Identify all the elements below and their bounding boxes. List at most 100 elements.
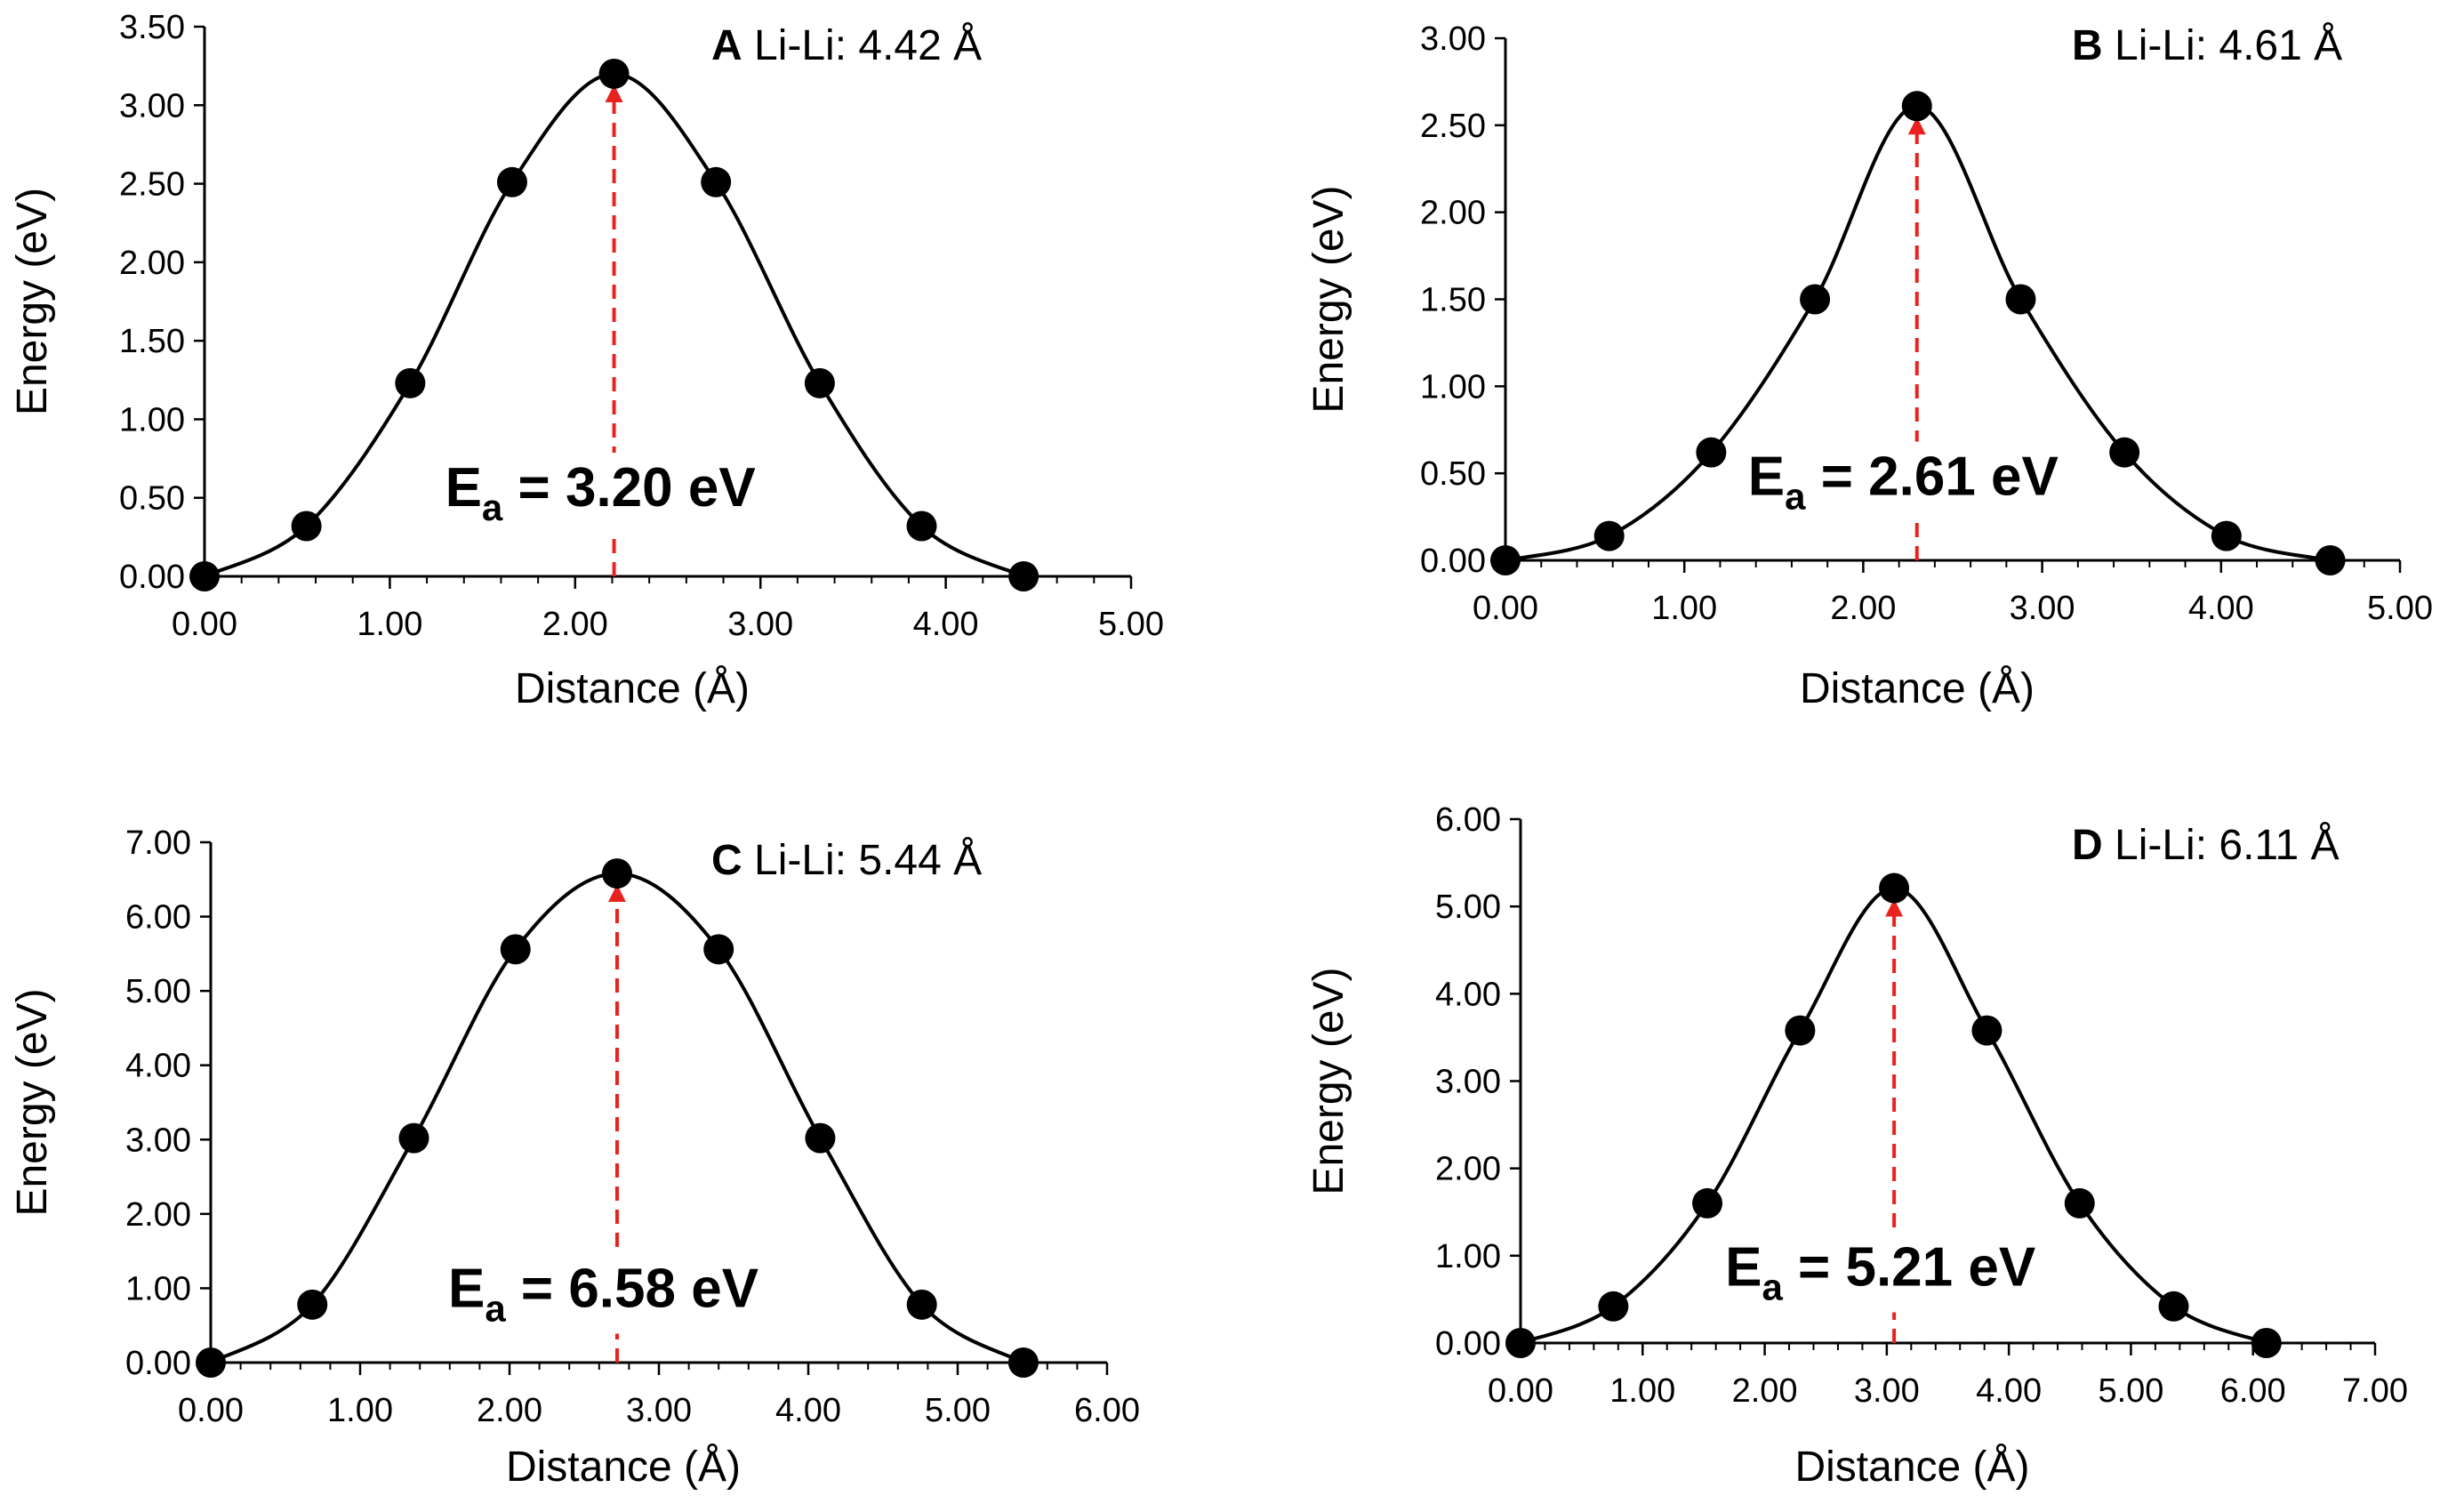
x-tick-label: 5.00 [2367,590,2433,627]
ea-value: = 5.21 eV [1783,1237,2035,1299]
data-point [297,1289,328,1320]
y-tick-label: 3.00 [119,87,185,125]
data-point [1696,437,1727,468]
x-tick-label: 4.00 [2188,590,2254,627]
y-tick-label: 2.00 [119,245,185,282]
y-tick-label: 2.50 [1420,108,1486,145]
data-point [804,367,835,398]
y-tick-label: 3.00 [125,1122,191,1159]
y-tick-label: 0.50 [119,480,185,518]
data-point [1901,91,1932,122]
x-tick-label: 3.00 [727,606,793,643]
y-tick-label: 6.00 [1435,801,1501,839]
x-tick-label: 2.00 [1830,590,1896,627]
x-tick-label: 5.00 [2098,1372,2163,1410]
panel-title-text: Li-Li: 4.42 Å [742,22,982,69]
x-tick-label: 4.00 [775,1392,841,1429]
x-axis-title: Distance (Å) [1794,1444,2029,1491]
y-tick-label: 1.50 [1420,282,1486,319]
data-point [1879,873,1910,904]
panel-title-text: Li-Li: 5.44 Å [742,837,982,884]
data-point [1800,284,1831,315]
data-point [496,166,527,197]
y-tick-label: 2.00 [1420,195,1486,232]
ea-value: = 2.61 eV [1805,446,2058,508]
x-tick-label: 1.00 [327,1392,393,1429]
data-point [1008,561,1039,591]
x-axis-title: Distance (Å) [1800,665,2035,712]
panel-letter: A [711,22,742,69]
ea-value: = 6.58 eV [506,1259,758,1320]
data-point [500,934,531,965]
activation-energy-label: Ea = 5.21 eV [1725,1237,2035,1308]
activation-energy-label: Ea = 2.61 eV [1748,446,2059,518]
ea-symbol: E [448,1259,485,1320]
x-tick-label: 0.00 [178,1392,244,1429]
x-tick-label: 3.00 [2010,590,2075,627]
ea-label-backdrop [438,1253,777,1334]
data-point [906,511,937,542]
ea-subscript: a [1785,476,1806,518]
data-point [398,1122,429,1154]
x-tick-label: 1.00 [357,606,422,643]
panel-letter: C [711,837,742,884]
data-point [1490,545,1521,575]
y-axis-title: Energy (eV) [9,988,56,1216]
ea-subscript: a [1762,1267,1783,1308]
y-tick-label: 5.00 [1435,889,1501,926]
x-tick-label: 5.00 [925,1392,991,1429]
y-tick-label: 1.00 [125,1270,191,1307]
y-tick-label: 7.00 [125,824,191,862]
y-axis-title: Energy (eV) [1305,185,1352,413]
panel-letter: B [2072,22,2103,69]
y-axis-title: Energy (eV) [9,188,56,415]
data-point [2005,284,2036,315]
y-tick-label: 2.50 [119,166,185,204]
x-tick-label: 0.00 [1473,590,1538,627]
panel-title: B Li-Li: 4.61 Å [2072,22,2342,69]
ea-label-backdrop [436,453,775,533]
x-tick-label: 0.00 [172,606,237,643]
panel-b: 0.00 0.50 1.00 1.50 2.00 2.50 3.00 0.00 1.00 2.00… [1305,20,2433,712]
y-tick-label: 0.00 [1420,543,1486,580]
x-tick-label: 2.00 [1732,1372,1798,1410]
data-point [1692,1187,1723,1218]
data-point [2211,520,2242,551]
panel-title: A Li-Li: 4.42 Å [711,22,982,69]
panel-title-text: Li-Li: 6.11 Å [2103,822,2340,869]
ea-label-backdrop [1738,441,2077,522]
data-point [1971,1015,2003,1046]
y-axis-title: Energy (eV) [1305,967,1352,1194]
y-tick-label: 1.00 [1420,368,1486,406]
x-axis-title: Distance (Å) [506,1444,741,1491]
data-point [2109,437,2140,468]
y-tick-label: 1.50 [119,323,185,360]
activation-energy-label: Ea = 6.58 eV [448,1259,758,1330]
x-tick-label: 0.00 [1488,1372,1553,1410]
x-tick-label: 6.00 [1074,1392,1140,1429]
data-point [2158,1291,2189,1322]
y-tick-label: 5.00 [125,973,191,1010]
ea-label-backdrop [1716,1232,2055,1313]
data-point [906,1289,937,1320]
data-point [701,166,732,197]
y-tick-label: 0.00 [119,559,185,596]
x-tick-label: 2.00 [477,1392,542,1429]
y-tick-label: 4.00 [125,1048,191,1085]
data-point [703,934,734,965]
y-tick-label: 3.00 [1435,1064,1501,1101]
data-point [1007,1347,1039,1378]
data-point [598,58,630,89]
y-tick-label: 0.00 [1435,1325,1501,1363]
data-point [1785,1015,1816,1046]
x-tick-label: 3.00 [1854,1372,1920,1410]
x-tick-label: 2.00 [542,606,608,643]
y-tick-label: 0.50 [1420,455,1486,493]
data-point [2064,1187,2095,1218]
panel-title: D Li-Li: 6.11 Å [2072,822,2340,869]
y-tick-label: 2.00 [1435,1151,1501,1188]
panel-a: 0.00 0.50 1.00 1.50 2.00 2.50 3.00 3.50 0.00 1.00… [9,9,1164,712]
data-point [601,858,632,889]
x-tick-label: 3.00 [626,1392,692,1429]
